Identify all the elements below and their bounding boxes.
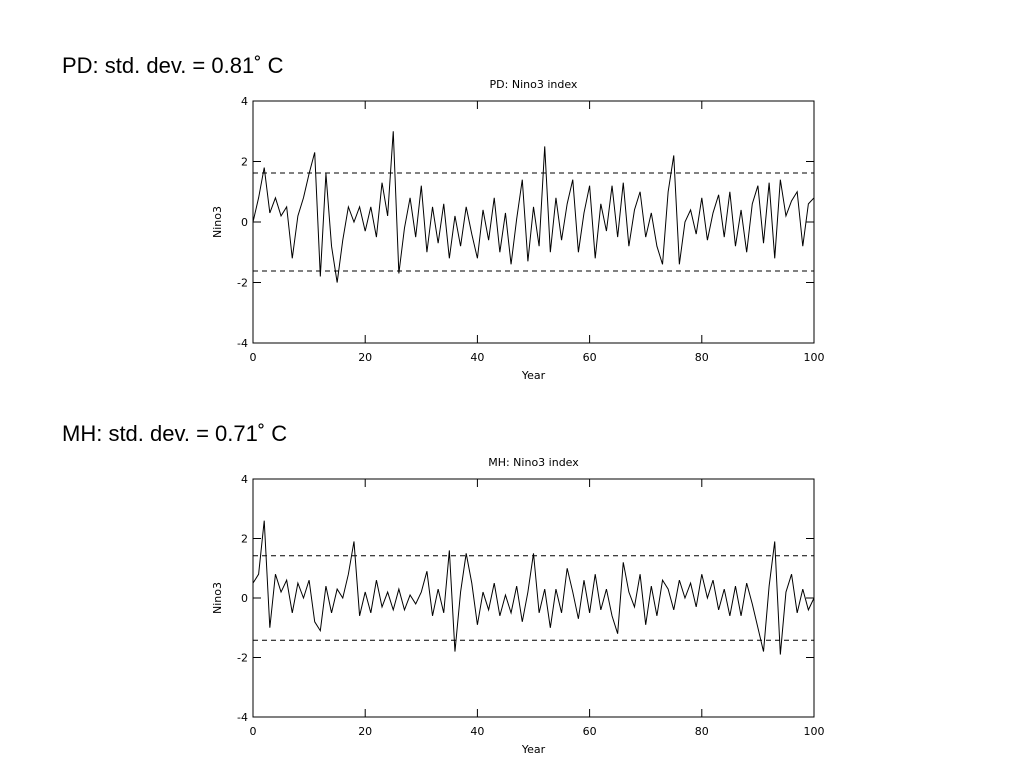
x-tick-label: 80 (695, 725, 709, 738)
x-tick-label: 80 (695, 351, 709, 364)
x-axis-label: Year (521, 743, 546, 756)
x-tick-label: 100 (804, 725, 825, 738)
y-tick-label: -4 (237, 337, 248, 350)
y-tick-label: -2 (237, 652, 248, 665)
x-tick-label: 20 (358, 725, 372, 738)
y-tick-label: 2 (241, 156, 248, 169)
x-tick-label: 0 (250, 351, 257, 364)
x-tick-label: 100 (804, 351, 825, 364)
chart-title: PD: Nino3 index (490, 78, 578, 91)
chart-title: MH: Nino3 index (488, 456, 579, 469)
y-tick-label: -4 (237, 711, 248, 724)
y-tick-label: 4 (241, 95, 248, 108)
x-tick-label: 40 (470, 725, 484, 738)
x-tick-label: 60 (583, 351, 597, 364)
x-tick-label: 60 (583, 725, 597, 738)
nino3-line (252, 131, 815, 283)
x-axis-label: Year (521, 369, 546, 382)
caption: PD: std. dev. = 0.81˚ C (62, 53, 284, 78)
x-tick-label: 40 (470, 351, 484, 364)
y-axis-label: Nino3 (211, 582, 224, 614)
x-tick-label: 0 (250, 725, 257, 738)
nino3-line (252, 520, 815, 655)
plot-frame (252, 478, 815, 718)
x-tick-label: 20 (358, 351, 372, 364)
plot-frame (252, 100, 815, 344)
caption: MH: std. dev. = 0.71˚ C (62, 421, 287, 446)
y-tick-label: 0 (241, 592, 248, 605)
y-tick-label: 4 (241, 473, 248, 486)
y-tick-label: 0 (241, 216, 248, 229)
y-tick-label: -2 (237, 277, 248, 290)
y-axis-label: Nino3 (211, 206, 224, 238)
y-tick-label: 2 (241, 533, 248, 546)
